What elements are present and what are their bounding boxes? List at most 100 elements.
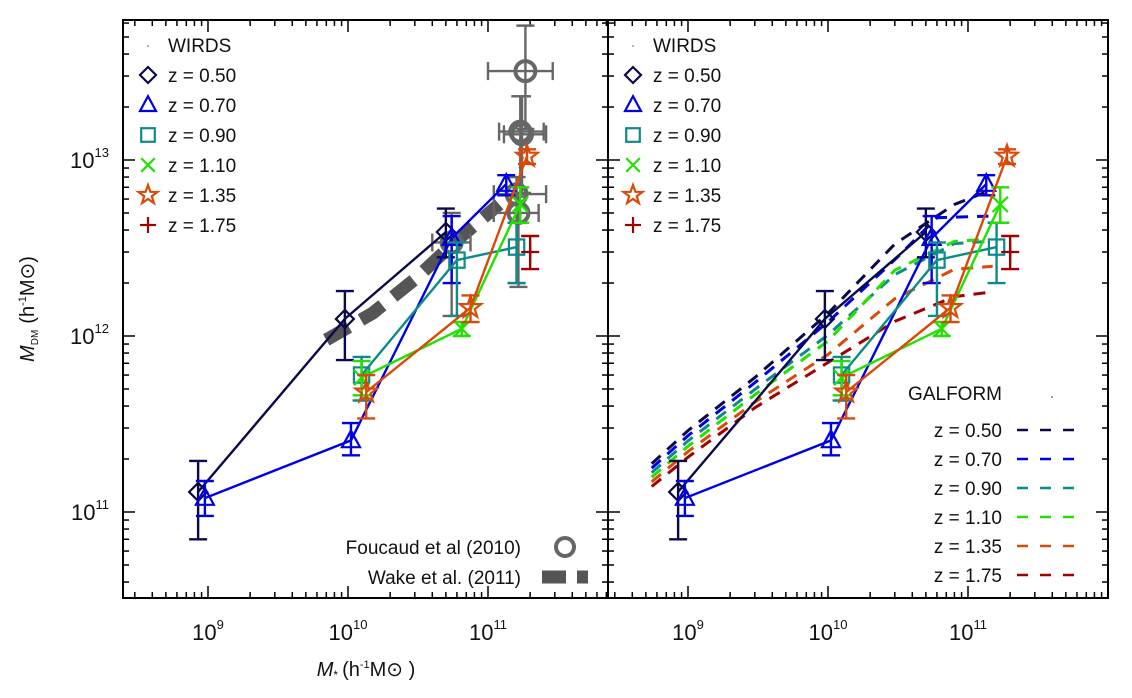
series-line: [361, 203, 522, 379]
legend-label: z = 0.90: [653, 126, 721, 147]
ylabel-main: M: [17, 345, 39, 362]
x-stroke: [453, 320, 471, 338]
legend-marker-icon: [623, 93, 643, 113]
data-point: [453, 320, 471, 338]
y-tick-label: 1011: [71, 497, 109, 525]
series-line: [684, 183, 988, 500]
x-stroke: [991, 195, 1009, 213]
legend-marker-icon: [138, 65, 158, 85]
legend-marker-icon: [625, 217, 641, 233]
legend-marker-icon: [138, 93, 158, 113]
legend-dot-icon: [147, 45, 149, 47]
x-stroke: [625, 157, 641, 173]
left-data-layer: [187, 141, 541, 541]
legend-title: WIRDS: [168, 36, 231, 57]
tick-exp: 10: [353, 617, 367, 632]
xlabel-unit-open: (h: [342, 659, 360, 681]
data-point: [513, 141, 541, 169]
data-point: [440, 225, 463, 246]
data-point: [507, 238, 526, 256]
galform-legend-label: z = 1.75: [934, 566, 1002, 587]
data-point: [832, 377, 861, 404]
legend-marker-icon: [135, 181, 161, 206]
x-tick-label: 1011: [469, 617, 507, 645]
xlabel-sub: *: [333, 668, 338, 682]
tick-exp: 11: [493, 617, 507, 632]
tick-exp: 13: [95, 145, 109, 160]
series-z-0-70: [194, 171, 518, 518]
x-stroke: [933, 320, 951, 338]
tick-base: 10: [71, 500, 95, 525]
x-tick-label: 1010: [809, 617, 848, 645]
data-point: [340, 428, 362, 449]
right-model-legend: GALFORM z = 0.50 z = 0.70 z = 0.90 z = 1.10 z…: [908, 384, 1080, 587]
tick-base: 10: [192, 620, 216, 645]
galform-legend-item: z = 0.90: [934, 479, 1080, 500]
data-point: [920, 225, 943, 246]
xlabel-unit-close: M⊙ ): [370, 659, 416, 681]
y-tick-label: 1013: [70, 145, 109, 173]
series-z-1-10: [832, 186, 1010, 397]
galform-legend-label: z = 1.35: [934, 537, 1002, 558]
legend-label: z = 1.75: [168, 216, 236, 237]
legend-item: z = 1.10: [140, 156, 236, 177]
x-tick-label: 109: [672, 617, 704, 645]
foucaud-marker: [510, 122, 535, 147]
legend-item: z = 0.90: [140, 126, 236, 147]
galform-legend-item: z = 1.10: [934, 508, 1080, 529]
tick-base: 10: [949, 620, 973, 645]
x-stroke: [511, 195, 529, 213]
data-point: [674, 485, 696, 506]
galform-legend-item: z = 1.75: [934, 566, 1080, 587]
legend-label: z = 1.10: [168, 156, 236, 177]
tick-base: 10: [469, 620, 493, 645]
right-data-layer: [667, 141, 1021, 541]
left-legend: WIRDS z = 0.50 z = 0.70 z = 0.90 z = 1.10 z =…: [135, 36, 236, 237]
series-z-1-35: [352, 141, 541, 420]
legend-marker-icon: [625, 127, 641, 143]
ylabel-exp: -1: [17, 296, 29, 306]
data-point: [1001, 243, 1020, 262]
legend-marker-icon: [140, 217, 156, 233]
galform-legend-item: z = 1.35: [934, 537, 1080, 558]
data-point: [194, 485, 216, 506]
legend-label: z = 0.70: [653, 96, 721, 117]
legend-marker-icon: [140, 157, 156, 173]
xlabel-exp: -1: [360, 659, 370, 671]
legend-marker-icon: [140, 127, 156, 143]
y-tick-label: 1012: [70, 321, 109, 349]
legend-item: z = 1.35: [620, 181, 721, 207]
legend-label: z = 1.10: [653, 156, 721, 177]
legend-item: z = 0.50: [138, 65, 236, 87]
legend-item: z = 1.75: [140, 216, 236, 237]
x-tick-label: 109: [192, 617, 224, 645]
legend-item: z = 1.10: [625, 156, 721, 177]
data-point: [928, 251, 946, 269]
foucaud-point: [486, 24, 554, 131]
left-comparison-layer: [323, 24, 554, 346]
series-z-1-75: [1001, 234, 1020, 271]
data-point: [991, 195, 1009, 213]
legend-item: z = 0.50: [623, 65, 721, 87]
svg-text:MDM(h-1M⊙): MDM (h-1M⊙): [17, 256, 41, 362]
tick-exp: 10: [833, 617, 847, 632]
series-z-0-90: [352, 221, 526, 402]
data-point: [987, 238, 1006, 256]
legend-item: z = 0.70: [138, 93, 236, 117]
legend-label: z = 1.35: [653, 186, 721, 207]
galform-line: [650, 239, 989, 474]
data-point: [936, 292, 965, 320]
tick-base: 10: [70, 324, 94, 349]
ylabel-sub: DM: [30, 330, 41, 346]
data-point: [933, 320, 951, 338]
galform-legend-label: z = 0.50: [934, 421, 1002, 442]
legend-dot-icon: [632, 45, 634, 47]
series-z-1-75: [521, 234, 540, 271]
galform-legend-item: z = 0.70: [934, 450, 1080, 471]
annotation-wake-label: Wake et al. (2011): [368, 568, 521, 589]
tick-base: 10: [809, 620, 833, 645]
left-annotations: Foucaud et al (2010) Wake et al. (2011): [346, 536, 588, 589]
x-stroke: [140, 157, 156, 173]
